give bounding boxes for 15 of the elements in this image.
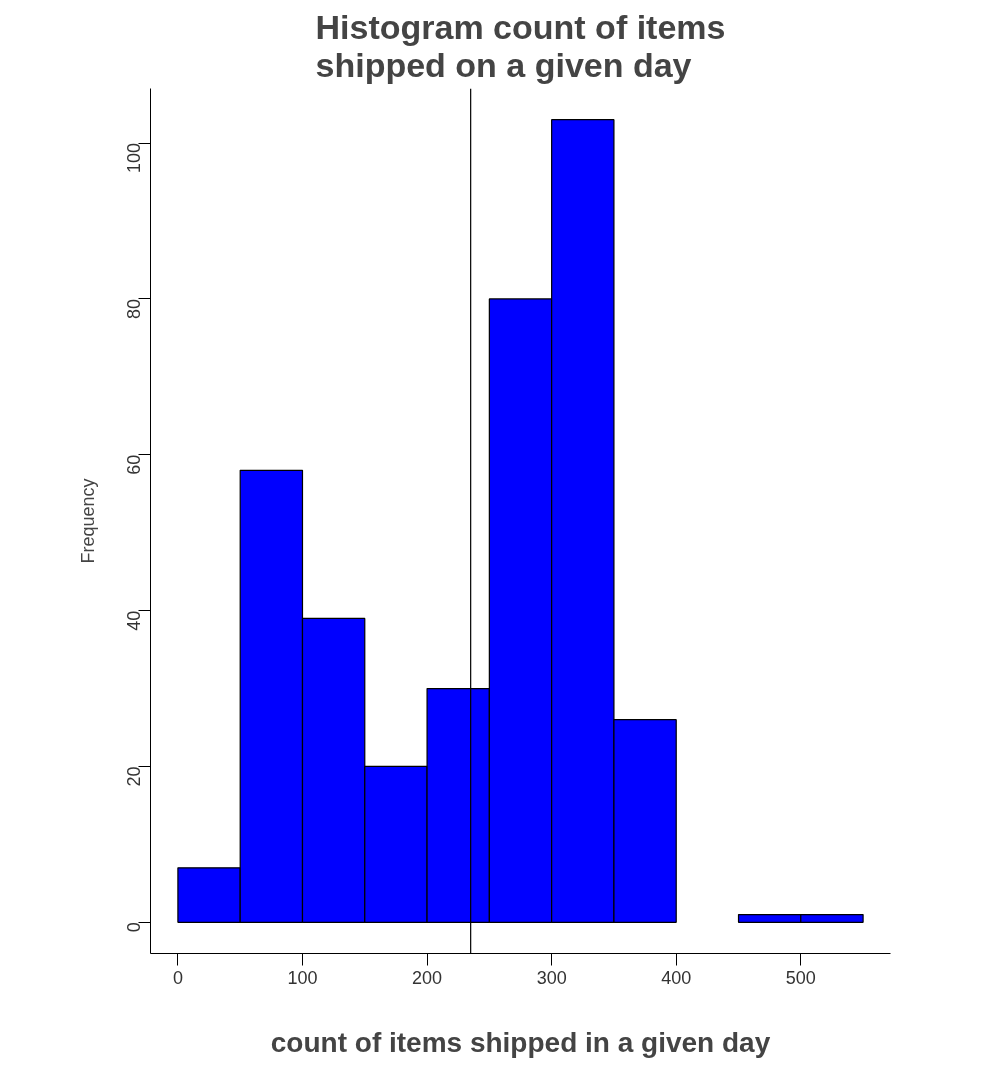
y-axis-title: Frequency (77, 478, 98, 564)
x-tick-label: 500 (785, 967, 816, 988)
y-tick-label: 40 (124, 610, 144, 631)
y-tick-label: 80 (124, 298, 144, 319)
chart-title: Histogram count of items shipped on a given day (315, 7, 726, 84)
y-tick-label: 100 (124, 143, 144, 174)
x-tick-label: 200 (412, 967, 443, 988)
x-tick-label: 100 (287, 967, 318, 988)
x-axis-title: count of items shipped in a given day (270, 1026, 771, 1058)
x-tick-label: 300 (536, 967, 567, 988)
y-tick-label: 20 (124, 766, 144, 787)
y-tick-label: 60 (124, 454, 144, 475)
y-tick-label: 0 (124, 922, 144, 933)
x-tick-label: 0 (172, 967, 183, 988)
x-tick-label: 400 (661, 967, 692, 988)
